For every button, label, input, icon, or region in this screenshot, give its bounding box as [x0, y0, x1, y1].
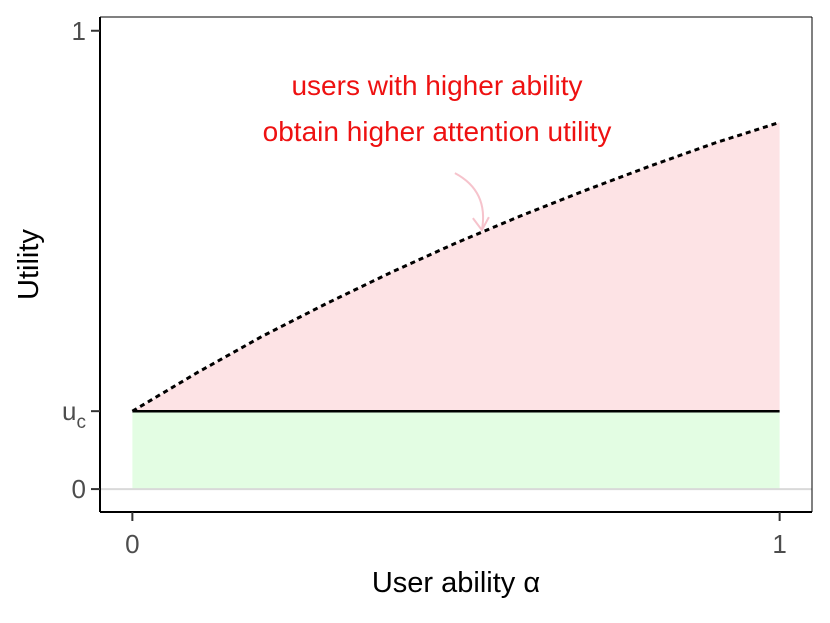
axes: [99, 16, 813, 513]
annotation-line-1: users with higher ability: [291, 70, 582, 101]
y-tick-label-2: uc: [62, 396, 86, 433]
series-line-2-dotted: [131, 120, 781, 413]
y-tick-label-1: 0: [72, 474, 86, 504]
x-axis-title: User ability α: [372, 567, 540, 599]
annotation-arrow: [454, 172, 484, 231]
area-fill-1: [132, 411, 780, 490]
x-tick-label-2: 1: [772, 529, 786, 559]
area-fill-2: [132, 122, 780, 412]
y-axis-title: Utility: [13, 229, 45, 300]
x-tick-label-1: 0: [125, 529, 139, 559]
y-tick-label-3: 1: [72, 16, 86, 46]
annotation-arrowhead: [472, 216, 490, 232]
series-lines: [131, 120, 781, 413]
fill-areas: [132, 122, 780, 490]
annotation: users with higher ability obtain higher …: [263, 70, 612, 232]
y-ticks: 0 uc 1: [62, 16, 100, 504]
annotation-line-2: obtain higher attention utility: [263, 116, 612, 147]
